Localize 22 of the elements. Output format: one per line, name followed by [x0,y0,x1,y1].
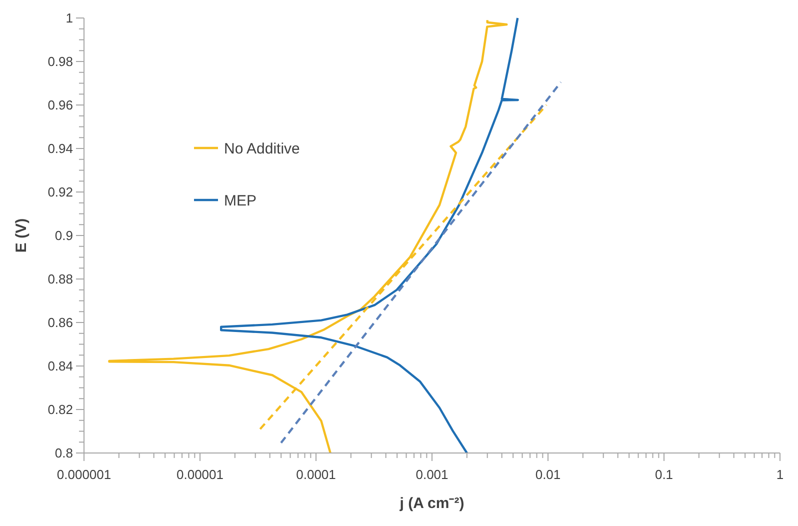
legend-label: No Additive [224,140,300,158]
y-tick-label: 0.84 [48,358,73,374]
y-tick-label: 0.96 [48,98,73,113]
y-axis-title: E (V) [13,218,30,253]
y-tick-label: 0.82 [48,402,73,418]
y-tick-label: 0.98 [48,54,73,70]
y-tick-label: 0.9 [54,228,73,244]
y-tick-label: 0.88 [48,272,73,287]
y-tick-label: 0.8 [54,446,73,461]
y-tick-label: 0.86 [48,315,73,330]
y-tick-label: 0.92 [48,184,73,200]
y-tick-label: 1 [66,10,73,26]
x-tick-label: 0.01 [535,467,561,482]
legend-label: MEP [224,192,257,210]
y-tick-label: 0.94 [48,141,73,156]
x-tick-label: 0.1 [654,467,674,482]
x-axis-title: j (A cm⁻²) [398,495,464,512]
x-tick-label: 1 [776,467,784,482]
x-tick-label: 0.001 [416,467,448,482]
x-tick-label: 0.00001 [176,467,224,482]
x-tick-label: 0.0001 [296,467,336,482]
x-tick-label: 0.000001 [56,467,112,482]
